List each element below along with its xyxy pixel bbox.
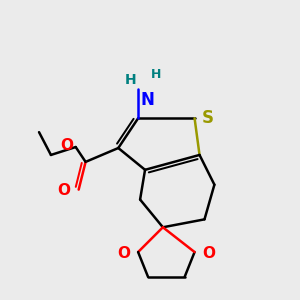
Text: H: H (151, 68, 161, 81)
Text: H: H (124, 73, 136, 87)
Text: O: O (117, 245, 130, 260)
Text: O: O (202, 245, 215, 260)
Text: O: O (61, 137, 74, 152)
Text: O: O (58, 183, 71, 198)
Text: N: N (140, 91, 154, 109)
Text: S: S (202, 109, 214, 127)
